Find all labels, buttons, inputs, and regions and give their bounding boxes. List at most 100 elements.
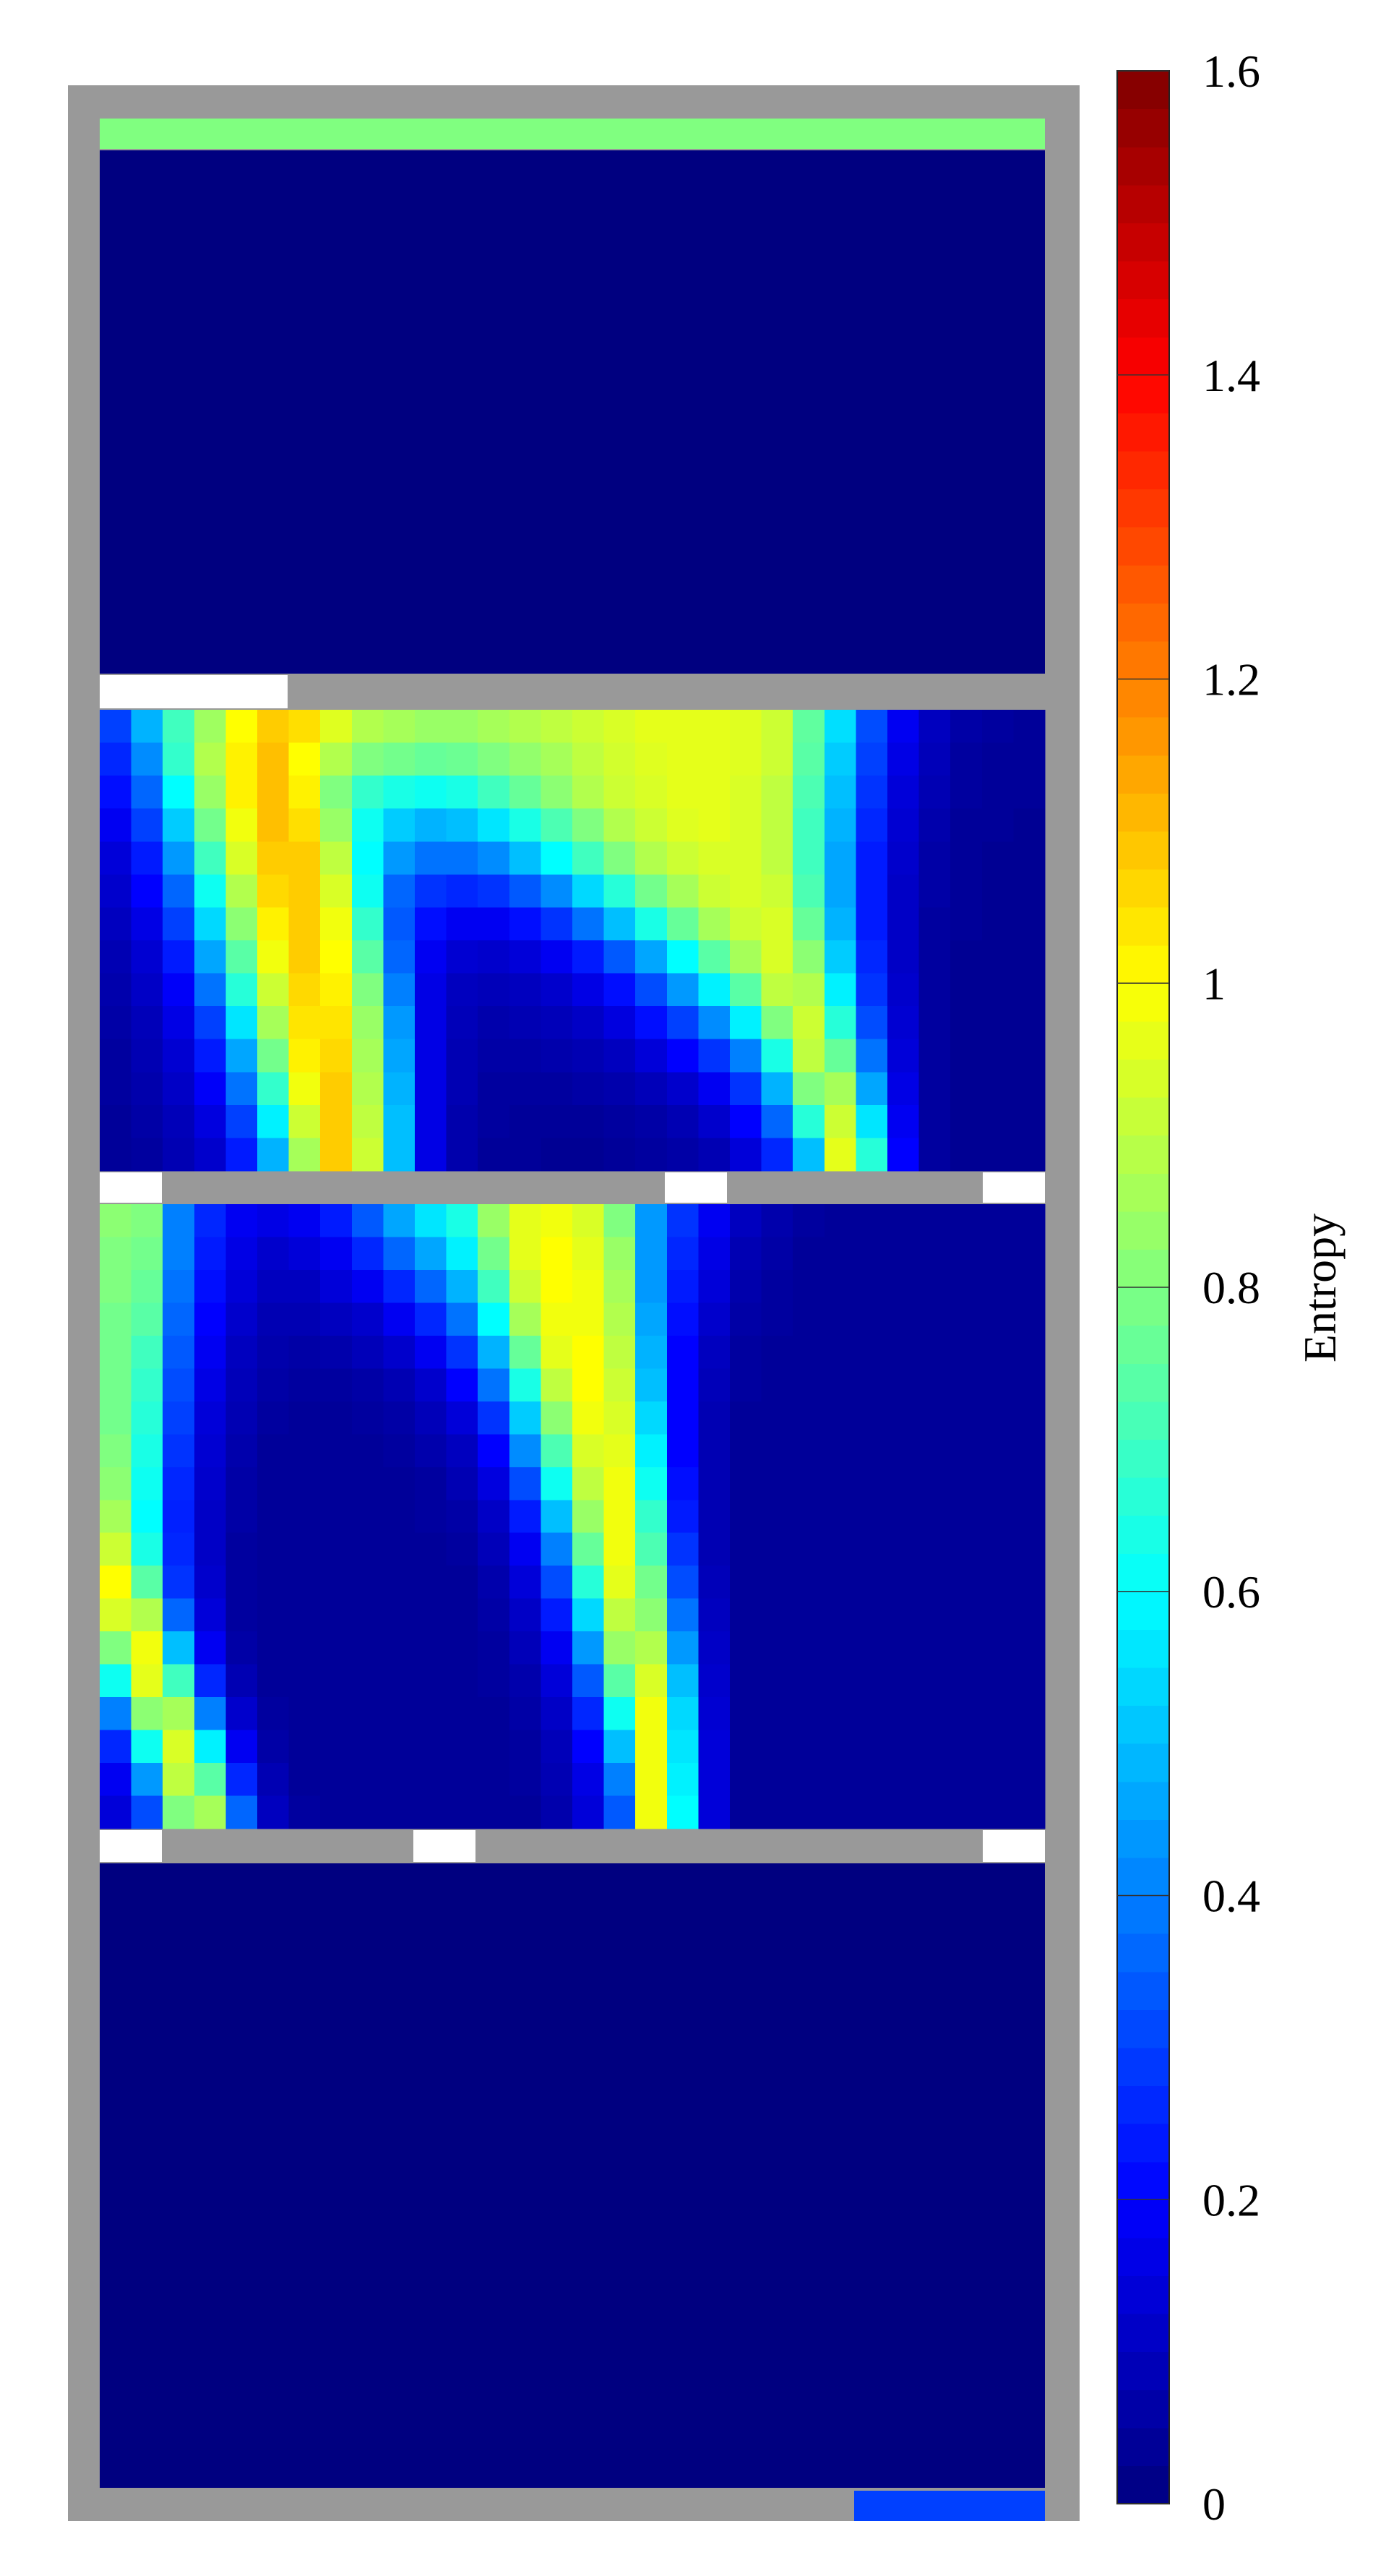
room-3-cell — [257, 1269, 290, 1304]
room-3-cell — [887, 1697, 920, 1731]
room-3-cell — [351, 1467, 384, 1500]
room-3-cell — [288, 1269, 321, 1304]
room-3-cell — [635, 1204, 668, 1238]
room-2-cell — [383, 940, 416, 974]
room-2-cell — [415, 710, 447, 744]
colorbar-step — [1117, 2237, 1169, 2277]
room-2-cell — [288, 1006, 321, 1040]
room-3-cell — [320, 1598, 353, 1632]
room-3-cell — [320, 1368, 353, 1402]
room-3-cell — [698, 1664, 731, 1698]
room-3-cell — [761, 1566, 793, 1600]
room-3-cell — [981, 1401, 1014, 1435]
room-3-cell — [478, 1730, 510, 1764]
room-3-cell — [541, 1368, 573, 1402]
room-3-cell — [100, 1335, 132, 1369]
room-2-cell — [761, 1138, 793, 1172]
room-3-cell — [383, 1335, 416, 1369]
room-3-cell — [257, 1335, 290, 1369]
room-3-cell — [1013, 1631, 1046, 1665]
room-2-cell — [918, 1104, 951, 1139]
room-2-cell — [351, 841, 384, 875]
room-3-cell — [1013, 1500, 1046, 1534]
room-2-cell — [698, 710, 731, 744]
opening-gap — [100, 1830, 162, 1862]
room-3-cell — [950, 1500, 983, 1534]
room-2-cell — [856, 1072, 888, 1106]
room-2-cell — [163, 841, 195, 875]
room-3-cell — [761, 1335, 793, 1369]
room-3-cell — [288, 1467, 321, 1500]
room-2-cell — [415, 907, 447, 941]
room-3-cell — [131, 1269, 163, 1304]
room-2-cell — [288, 1072, 321, 1106]
room-3-cell — [351, 1795, 384, 1829]
room-3-cell — [635, 1730, 668, 1764]
room-2-cell — [918, 808, 951, 842]
room-2-cell — [225, 1039, 258, 1073]
room-3-cell — [541, 1204, 573, 1238]
room-2-cell — [288, 973, 321, 1007]
room-2-cell — [918, 907, 951, 941]
room-3-cell — [666, 1204, 699, 1238]
room-2-cell — [131, 907, 163, 941]
room-2-cell — [730, 776, 762, 810]
room-3-cell — [288, 1500, 321, 1534]
room-3-cell — [194, 1434, 226, 1468]
room-2-cell — [856, 776, 888, 810]
room-3-cell — [288, 1664, 321, 1698]
room-2-cell — [509, 1039, 541, 1073]
room-2-cell — [225, 1138, 258, 1172]
colorbar-step — [1117, 489, 1169, 528]
room-3-cell — [478, 1302, 510, 1336]
room-3-cell — [509, 1302, 541, 1336]
room-2-cell — [194, 940, 226, 974]
room-3-cell — [509, 1269, 541, 1304]
colorbar-step — [1117, 1173, 1169, 1212]
room-3-cell — [478, 1763, 510, 1797]
room-3-cell — [131, 1631, 163, 1665]
room-2-cell — [163, 973, 195, 1007]
room-2-cell — [383, 808, 416, 842]
room-3-cell — [194, 1598, 226, 1632]
room-3-cell — [887, 1664, 920, 1698]
inlet-strip — [100, 119, 1045, 149]
room-3-cell — [415, 1368, 447, 1402]
room-2-cell — [666, 808, 699, 842]
room-2-cell — [824, 808, 856, 842]
room-2-cell — [225, 1072, 258, 1106]
room-2-cell — [478, 1072, 510, 1106]
room-3-cell — [1013, 1566, 1046, 1600]
room-3-cell — [478, 1204, 510, 1238]
room-3-cell — [856, 1532, 888, 1566]
room-3-cell — [698, 1302, 731, 1336]
room-2-cell — [351, 874, 384, 909]
room-2-cell — [981, 776, 1014, 810]
room-3-cell — [824, 1730, 856, 1764]
room-3-cell — [320, 1697, 353, 1731]
room-2-cell — [415, 940, 447, 974]
room-3-cell — [603, 1795, 636, 1829]
room-2-cell — [635, 907, 668, 941]
room-3-cell — [730, 1434, 762, 1468]
room-3-cell — [856, 1467, 888, 1500]
room-2-cell — [824, 1138, 856, 1172]
room-3-cell — [856, 1401, 888, 1435]
room-3-cell — [730, 1467, 762, 1500]
room-2-cell — [981, 940, 1014, 974]
room-3-cell — [856, 1730, 888, 1764]
room-2-cell — [383, 710, 416, 744]
room-2-cell — [887, 1104, 920, 1139]
room-3-cell — [541, 1763, 573, 1797]
room-2-cell — [194, 1006, 226, 1040]
room-2-cell — [351, 1072, 384, 1106]
room-2-cell — [131, 1072, 163, 1106]
room-3-cell — [730, 1204, 762, 1238]
room-3-cell — [887, 1335, 920, 1369]
colorbar-tick-label: 0.4 — [1202, 1871, 1260, 1922]
room-3-cell — [1013, 1269, 1046, 1304]
room-2-cell — [446, 776, 478, 810]
room-2-cell — [666, 710, 699, 744]
room-2-cell — [163, 874, 195, 909]
room-2-cell — [383, 907, 416, 941]
